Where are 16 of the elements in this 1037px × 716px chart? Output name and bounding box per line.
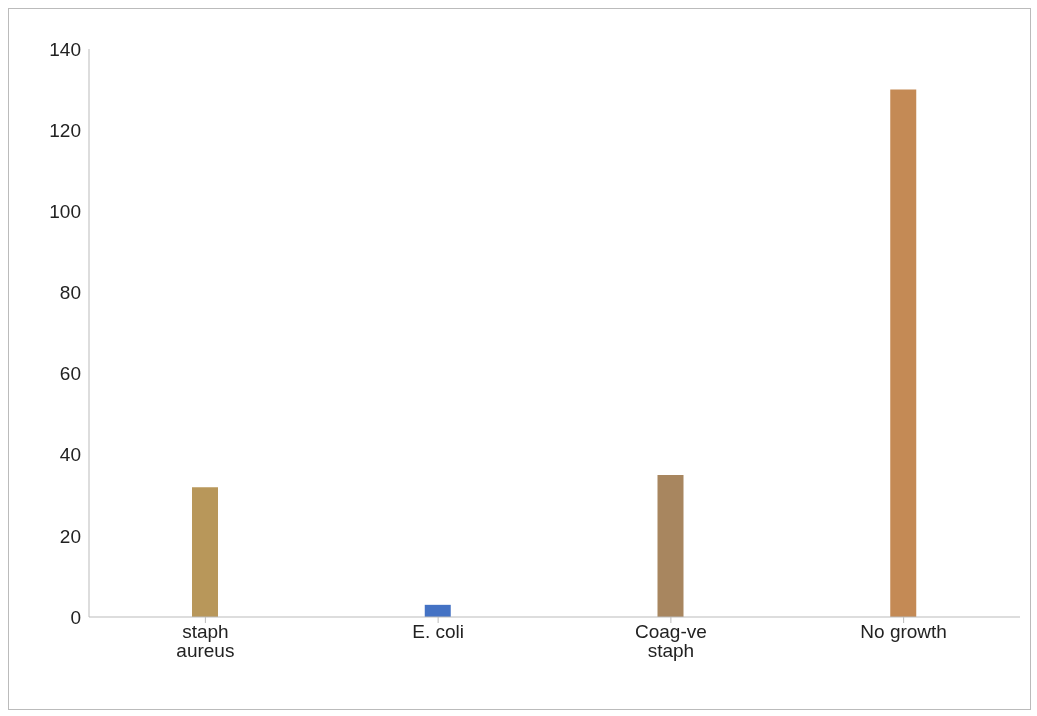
y-tick-label: 100 — [49, 201, 81, 223]
y-tick-label: 140 — [49, 38, 81, 60]
x-tick-label: E. coli — [412, 621, 464, 643]
y-tick-label: 120 — [49, 119, 81, 141]
bar — [192, 487, 218, 617]
y-tick-label: 20 — [59, 525, 81, 547]
bar — [424, 604, 451, 617]
bar — [890, 89, 917, 617]
x-tick-label: staph aureus — [176, 621, 235, 662]
x-tick-label: No growth — [860, 621, 947, 643]
x-tick-label: Coag-ve staph — [634, 621, 707, 662]
bar — [657, 475, 684, 617]
y-tick-label: 60 — [59, 363, 81, 385]
y-tick-label: 0 — [70, 606, 81, 628]
y-tick-label: 40 — [59, 444, 81, 466]
y-tick-label: 80 — [59, 282, 81, 304]
